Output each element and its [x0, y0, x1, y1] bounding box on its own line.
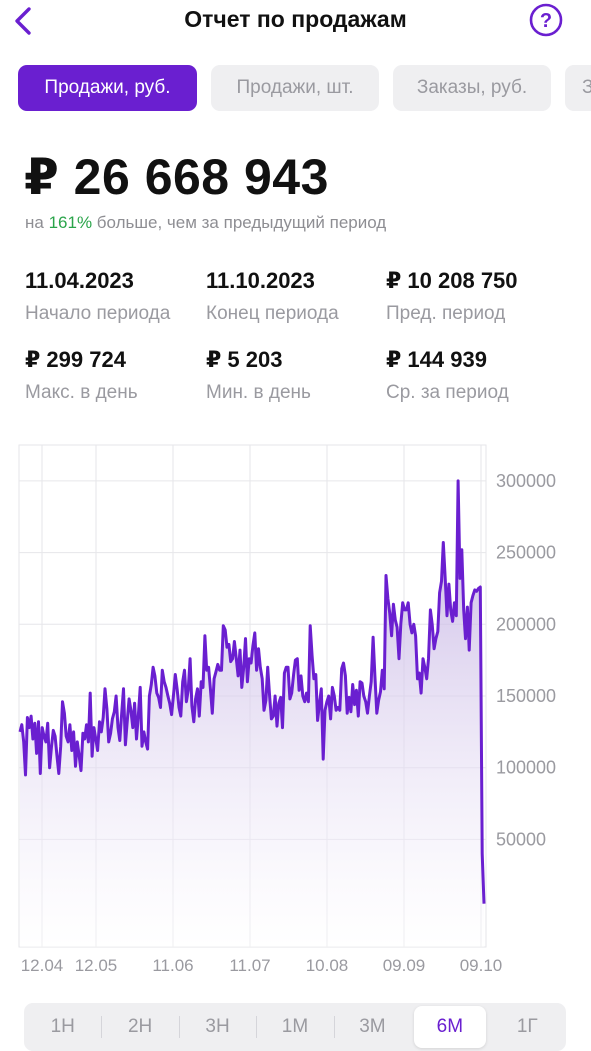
tab-sales-rub[interactable]: Продажи, руб.	[18, 65, 197, 111]
comparison-suffix: больше, чем за предыдущий период	[92, 213, 387, 232]
stat-label: Мин. в день	[206, 382, 311, 403]
stat-period-start: 11.04.2023 Начало периода	[25, 268, 170, 325]
tab-sales-units[interactable]: Продажи, шт.	[211, 65, 379, 111]
stat-label: Начало периода	[25, 303, 171, 324]
metric-tabs: Продажи, руб. Продажи, шт. Заказы, руб. …	[18, 65, 591, 111]
svg-text:?: ?	[540, 10, 552, 32]
stat-period-end: 11.10.2023 Конец периода	[206, 268, 339, 325]
stat-previous-period: ₽ 10 208 750 Пред. период	[386, 268, 518, 325]
stat-value: 11.10.2023	[206, 268, 315, 293]
x-tick-label: 11.07	[229, 956, 270, 975]
range-separator	[256, 1016, 258, 1038]
x-tick-label: 12.04	[21, 956, 64, 975]
stat-label: Ср. за период	[386, 382, 509, 403]
y-tick-label: 50000	[496, 829, 546, 849]
range-button[interactable]: 3М	[359, 1016, 386, 1037]
sales-chart[interactable]: 12.04 12.05 11.06 11.07 10.08 09.09 09.10 30000…	[0, 440, 591, 980]
y-tick-label: 250000	[496, 543, 556, 563]
range-separator	[333, 1016, 335, 1038]
x-tick-label: 09.10	[460, 956, 503, 975]
chevron-left-icon[interactable]	[10, 4, 40, 38]
question-circle-icon[interactable]: ?	[529, 3, 563, 37]
x-tick-label: 12.05	[75, 956, 118, 975]
x-tick-label: 10.08	[306, 956, 349, 975]
stat-max-per-day: ₽ 299 724 Макс. в день	[25, 347, 138, 404]
x-tick-label: 11.06	[152, 956, 193, 975]
range-separator	[178, 1016, 180, 1038]
range-selector: 1Н 2Н 3Н 1М 3М 6М 1Г	[24, 1003, 566, 1051]
x-tick-label: 09.09	[383, 956, 426, 975]
comparison-percent: 161%	[48, 213, 93, 232]
range-button[interactable]: 6М	[414, 1006, 486, 1048]
header: Отчет по продажам ?	[0, 0, 591, 44]
y-tick-label: 100000	[496, 758, 556, 778]
stat-value: 11.04.2023	[25, 268, 134, 293]
comparison-text: на 161% больше, чем за предыдущий период	[25, 213, 386, 233]
stat-value: ₽ 144 939	[386, 347, 487, 372]
comparison-prefix: на	[25, 213, 49, 232]
stat-value: ₽ 5 203	[206, 347, 283, 372]
stat-label: Макс. в день	[25, 382, 138, 403]
range-separator	[101, 1016, 103, 1038]
range-button[interactable]: 2Н	[127, 1016, 153, 1037]
stat-min-per-day: ₽ 5 203 Мин. в день	[206, 347, 311, 404]
y-tick-label: 150000	[496, 686, 556, 706]
total-sales: ₽ 26 668 943	[24, 149, 329, 205]
page-title: Отчет по продажам	[184, 6, 407, 32]
stat-value: ₽ 299 724	[25, 347, 126, 372]
range-button[interactable]: 1Н	[50, 1016, 75, 1037]
range-button[interactable]: 1Г	[516, 1016, 538, 1037]
stat-label: Пред. период	[386, 303, 506, 324]
y-tick-label: 300000	[496, 471, 556, 491]
range-button[interactable]: 1М	[281, 1016, 309, 1037]
y-tick-label: 200000	[496, 614, 556, 634]
stat-label: Конец периода	[206, 303, 339, 324]
tab-orders-partial[interactable]: З	[565, 65, 591, 111]
range-button[interactable]: 3Н	[205, 1016, 230, 1037]
stat-average: ₽ 144 939 Ср. за период	[386, 347, 509, 404]
area-fill	[20, 480, 484, 947]
series-line	[18, 479, 486, 904]
tab-orders-rub[interactable]: Заказы, руб.	[393, 65, 551, 111]
stat-value: ₽ 10 208 750	[386, 268, 518, 293]
